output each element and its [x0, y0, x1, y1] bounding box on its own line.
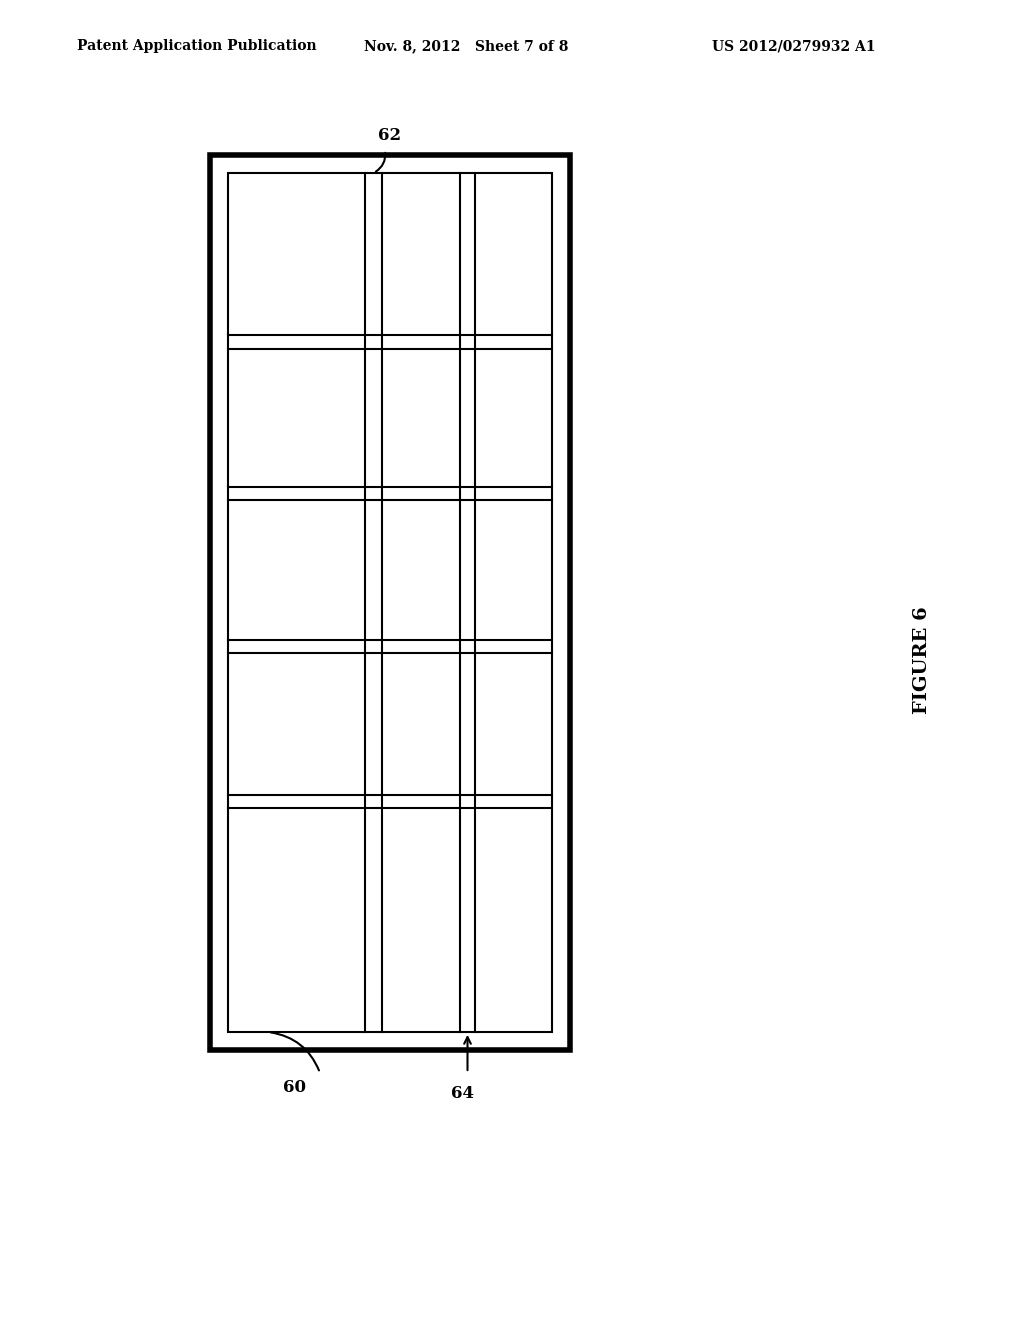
Text: 64: 64 — [451, 1085, 473, 1101]
Bar — [210, 154, 570, 1049]
Text: Nov. 8, 2012   Sheet 7 of 8: Nov. 8, 2012 Sheet 7 of 8 — [364, 40, 568, 53]
Text: 62: 62 — [379, 127, 401, 144]
Text: 60: 60 — [284, 1080, 306, 1097]
Text: US 2012/0279932 A1: US 2012/0279932 A1 — [712, 40, 876, 53]
Text: Patent Application Publication: Patent Application Publication — [77, 40, 316, 53]
Bar — [228, 173, 552, 1032]
Text: FIGURE 6: FIGURE 6 — [912, 606, 931, 714]
